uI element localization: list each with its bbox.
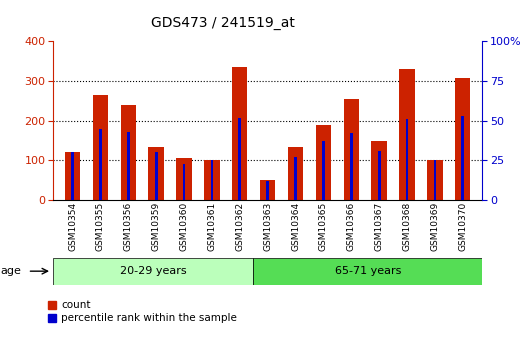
Bar bbox=[427, 160, 443, 200]
Legend: count, percentile rank within the sample: count, percentile rank within the sample bbox=[48, 300, 237, 323]
Bar bbox=[343, 99, 359, 200]
Text: GDS473 / 241519_at: GDS473 / 241519_at bbox=[151, 16, 295, 30]
Text: age: age bbox=[0, 266, 21, 276]
Bar bbox=[53, 258, 253, 285]
Bar bbox=[372, 141, 387, 200]
Bar bbox=[288, 147, 303, 200]
Bar bbox=[266, 181, 269, 200]
Bar bbox=[127, 132, 130, 200]
Bar bbox=[378, 151, 381, 200]
Bar bbox=[65, 152, 80, 200]
Bar bbox=[148, 147, 164, 200]
Bar bbox=[400, 69, 414, 200]
Bar bbox=[121, 105, 136, 200]
Bar bbox=[183, 164, 186, 200]
Bar bbox=[93, 95, 108, 200]
Bar bbox=[322, 141, 325, 200]
Text: 20-29 years: 20-29 years bbox=[120, 266, 187, 276]
Bar bbox=[232, 67, 248, 200]
Bar bbox=[238, 118, 241, 200]
Bar bbox=[316, 125, 331, 200]
Bar bbox=[462, 116, 464, 200]
Bar bbox=[71, 152, 74, 200]
Bar bbox=[155, 152, 157, 200]
Bar bbox=[350, 134, 352, 200]
Bar bbox=[204, 160, 219, 200]
Bar bbox=[210, 160, 213, 200]
Bar bbox=[260, 180, 275, 200]
Bar bbox=[405, 119, 409, 200]
Bar bbox=[253, 258, 482, 285]
Bar bbox=[99, 129, 102, 200]
Bar bbox=[434, 160, 436, 200]
Text: 65-71 years: 65-71 years bbox=[334, 266, 401, 276]
Bar bbox=[176, 158, 192, 200]
Bar bbox=[455, 78, 471, 200]
Bar bbox=[294, 157, 297, 200]
